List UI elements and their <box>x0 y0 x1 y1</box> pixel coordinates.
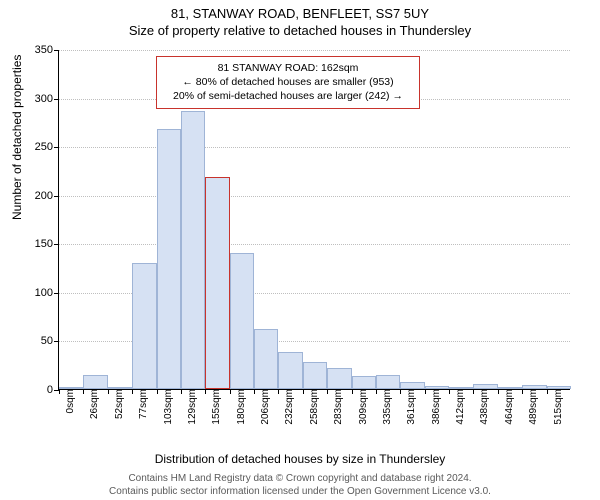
gridline <box>59 196 570 197</box>
histogram-bar <box>132 263 156 389</box>
ytick-label: 0 <box>25 384 59 396</box>
annotation-line-3: 20% of semi-detached houses are larger (… <box>165 89 411 103</box>
title-line-2: Size of property relative to detached ho… <box>0 23 600 40</box>
histogram-bar-highlighted <box>205 177 229 389</box>
histogram-bar <box>303 362 327 389</box>
histogram-bar <box>157 129 181 389</box>
ytick-label: 300 <box>25 93 59 105</box>
xtick-label: 335sqm <box>375 389 393 425</box>
xtick-label: 361sqm <box>399 389 417 425</box>
annotation-box: 81 STANWAY ROAD: 162sqm ← 80% of detache… <box>156 56 420 109</box>
x-axis-label: Distribution of detached houses by size … <box>0 452 600 466</box>
histogram-bar <box>230 253 254 389</box>
xtick-label: 309sqm <box>351 389 369 425</box>
histogram-bar <box>181 111 205 389</box>
xtick-label: 438sqm <box>472 389 490 425</box>
title-line-1: 81, STANWAY ROAD, BENFLEET, SS7 5UY <box>0 6 600 23</box>
xtick-label: 103sqm <box>156 389 174 425</box>
xtick-label: 0sqm <box>58 389 76 413</box>
xtick-label: 489sqm <box>521 389 539 425</box>
footer-line-2: Contains public sector information licen… <box>0 485 600 498</box>
histogram-bar <box>254 329 278 389</box>
gridline <box>59 147 570 148</box>
xtick-label: 283sqm <box>326 389 344 425</box>
ytick-label: 350 <box>25 44 59 56</box>
gridline <box>59 50 570 51</box>
histogram-bar <box>376 375 400 389</box>
xtick-label: 258sqm <box>302 389 320 425</box>
histogram-bar <box>278 352 302 389</box>
y-axis-label: Number of detached properties <box>10 55 24 220</box>
xtick-label: 26sqm <box>82 389 100 419</box>
xtick-label: 180sqm <box>229 389 247 425</box>
chart-title-block: 81, STANWAY ROAD, BENFLEET, SS7 5UY Size… <box>0 0 600 40</box>
chart-area: 0501001502002503003500sqm26sqm52sqm77sqm… <box>58 50 570 390</box>
xtick-label: 464sqm <box>497 389 515 425</box>
ytick-label: 150 <box>25 238 59 250</box>
ytick-label: 50 <box>25 335 59 347</box>
xtick-label: 129sqm <box>180 389 198 425</box>
xtick-label: 386sqm <box>424 389 442 425</box>
xtick-label: 515sqm <box>546 389 564 425</box>
footer-line-1: Contains HM Land Registry data © Crown c… <box>0 472 600 485</box>
xtick-label: 155sqm <box>204 389 222 425</box>
xtick-label: 206sqm <box>253 389 271 425</box>
xtick-label: 232sqm <box>277 389 295 425</box>
annotation-line-2: ← 80% of detached houses are smaller (95… <box>165 75 411 89</box>
histogram-bar <box>83 375 107 389</box>
histogram-bar <box>327 368 351 389</box>
histogram-bar <box>400 382 424 389</box>
xtick-label: 52sqm <box>107 389 125 419</box>
xtick-label: 77sqm <box>131 389 149 419</box>
xtick-label: 412sqm <box>448 389 466 425</box>
ytick-label: 250 <box>25 141 59 153</box>
ytick-label: 100 <box>25 287 59 299</box>
gridline <box>59 244 570 245</box>
histogram-bar <box>352 376 376 389</box>
annotation-line-1: 81 STANWAY ROAD: 162sqm <box>165 61 411 75</box>
ytick-label: 200 <box>25 190 59 202</box>
footer-attribution: Contains HM Land Registry data © Crown c… <box>0 472 600 498</box>
